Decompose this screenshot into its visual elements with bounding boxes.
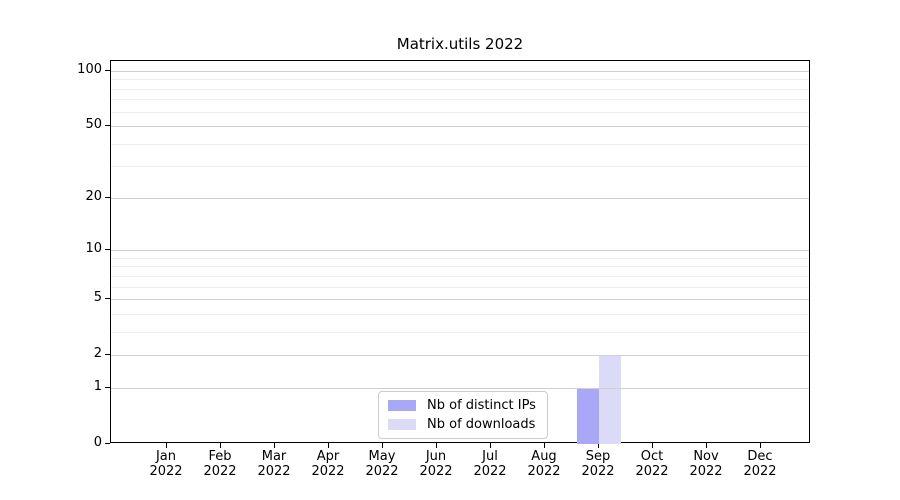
x-axis-tick-label: Feb 2022 <box>190 449 250 479</box>
legend-swatch-distinct-ips <box>388 400 416 411</box>
chart-title: Matrix.utils 2022 <box>396 35 524 53</box>
month-label: Jun <box>425 449 447 464</box>
month-label: Jan <box>155 449 177 464</box>
month-label: Sep <box>585 449 611 464</box>
y-axis-tick-label: 10 <box>85 241 102 257</box>
month-label: May <box>368 449 396 464</box>
month-label: Dec <box>747 449 773 464</box>
gridline-major <box>111 250 809 252</box>
y-axis-tick <box>105 70 110 71</box>
y-axis-tick-label: 20 <box>85 188 102 204</box>
gridline-major <box>111 355 809 357</box>
x-axis-tick-label: Dec 2022 <box>730 449 790 479</box>
x-axis-tick <box>274 443 275 448</box>
gridline-minor <box>111 111 809 113</box>
legend-item: Nb of downloads <box>388 417 536 432</box>
plot-area <box>110 60 810 444</box>
month-label: Aug <box>531 449 557 464</box>
year-label: 2022 <box>419 464 453 479</box>
y-axis-tick-label: 50 <box>85 117 102 133</box>
bar-sep-downloads <box>599 355 621 444</box>
y-axis-tick <box>105 249 110 251</box>
y-axis-tick-label: 0 <box>93 435 102 450</box>
year-label: 2022 <box>473 464 507 479</box>
month-label: Oct <box>640 449 664 464</box>
legend: Nb of distinct IPs Nb of downloads <box>378 391 548 439</box>
gridline-minor <box>111 266 809 268</box>
y-axis-tick-label: 2 <box>93 346 102 362</box>
month-label: Apr <box>316 449 340 464</box>
gridline-minor <box>111 313 809 315</box>
x-axis-tick <box>652 443 653 448</box>
x-axis-tick <box>706 443 707 448</box>
x-axis-tick <box>382 443 383 448</box>
x-axis-tick-label: Jan 2022 <box>136 449 196 479</box>
gridline-minor <box>111 143 809 145</box>
gridline-minor <box>111 79 809 81</box>
x-axis-tick-label: Jun 2022 <box>406 449 466 479</box>
gridline-major <box>111 197 809 199</box>
x-axis-tick-label: Apr 2022 <box>298 449 358 479</box>
year-label: 2022 <box>257 464 291 479</box>
x-axis-tick <box>760 443 761 448</box>
x-axis-tick-label: May 2022 <box>352 449 412 479</box>
y-axis-tick-label: 5 <box>93 290 102 306</box>
year-label: 2022 <box>203 464 237 479</box>
x-axis-tick-label: Aug 2022 <box>514 449 574 479</box>
x-axis-tick <box>490 443 491 448</box>
x-axis-tick <box>328 443 329 448</box>
gridline-minor <box>111 99 809 101</box>
year-label: 2022 <box>527 464 561 479</box>
gridline-minor <box>111 257 809 259</box>
y-axis-tick-label: 1 <box>93 378 102 394</box>
y-axis-tick <box>105 125 110 127</box>
x-axis-tick-label: Sep 2022 <box>568 449 628 479</box>
legend-label: Nb of distinct IPs <box>427 398 536 413</box>
year-label: 2022 <box>149 464 183 479</box>
x-axis-tick <box>166 443 167 448</box>
y-axis-tick <box>105 196 110 198</box>
month-label: Mar <box>261 449 287 464</box>
gridline-minor <box>111 88 809 90</box>
year-label: 2022 <box>311 464 345 479</box>
year-label: 2022 <box>689 464 723 479</box>
y-axis-tick <box>105 354 110 356</box>
gridline-major <box>111 299 809 301</box>
x-axis-tick-label: Nov 2022 <box>676 449 736 479</box>
month-label: Jul <box>482 449 498 464</box>
bar-sep-distinct-ips <box>577 387 599 444</box>
gridline-minor <box>111 166 809 168</box>
x-axis-tick <box>220 443 221 448</box>
legend-label: Nb of downloads <box>427 417 536 432</box>
x-axis-tick-label: Jul 2022 <box>460 449 520 479</box>
gridline-major <box>111 387 809 389</box>
gridline-minor <box>111 286 809 288</box>
year-label: 2022 <box>365 464 399 479</box>
year-label: 2022 <box>581 464 615 479</box>
gridline-major <box>111 71 809 72</box>
year-label: 2022 <box>635 464 669 479</box>
legend-item: Nb of distinct IPs <box>388 398 536 413</box>
month-label: Feb <box>208 449 232 464</box>
x-axis-tick <box>544 443 545 448</box>
y-axis-tick <box>105 386 110 388</box>
gridline-minor <box>111 275 809 277</box>
x-axis-tick-label: Oct 2022 <box>622 449 682 479</box>
gridline-minor <box>111 331 809 333</box>
gridline-major <box>111 126 809 128</box>
legend-swatch-downloads <box>388 419 416 430</box>
x-axis-tick <box>598 443 599 448</box>
y-axis-tick <box>105 443 110 444</box>
y-axis-tick-label: 100 <box>77 62 102 77</box>
x-axis-tick <box>436 443 437 448</box>
month-label: Nov <box>693 449 719 464</box>
x-axis-tick-label: Mar 2022 <box>244 449 304 479</box>
y-axis-tick <box>105 298 110 300</box>
year-label: 2022 <box>743 464 777 479</box>
